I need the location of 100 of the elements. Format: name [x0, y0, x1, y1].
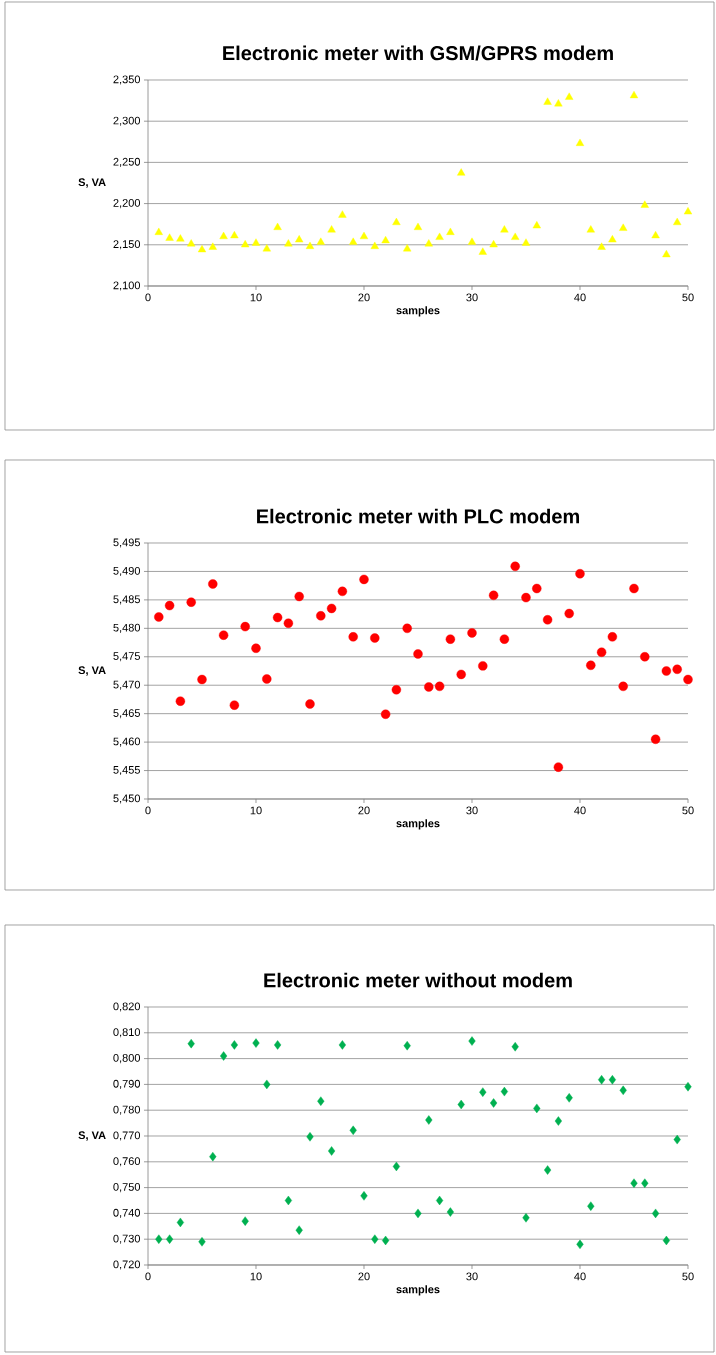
point — [338, 1040, 346, 1050]
point — [661, 666, 672, 676]
point — [608, 235, 617, 243]
point — [306, 1132, 314, 1142]
point — [457, 1099, 465, 1110]
y-tick-label: 2,100 — [113, 281, 141, 291]
point — [208, 242, 217, 250]
point — [543, 97, 552, 105]
point — [380, 709, 391, 719]
x-tick-label: 50 — [682, 806, 694, 815]
y-axis-title: S, VA — [78, 178, 106, 188]
y-tick-label: 0,790 — [113, 1079, 141, 1089]
point — [187, 239, 196, 247]
point — [618, 681, 628, 692]
point — [165, 233, 174, 241]
point — [640, 200, 649, 208]
x-tick-label: 20 — [358, 293, 370, 302]
point — [295, 235, 304, 243]
point — [284, 1195, 292, 1206]
point — [402, 623, 412, 634]
point — [467, 628, 477, 638]
point — [457, 168, 466, 176]
y-tick-label: 0,770 — [113, 1131, 141, 1141]
x-axis-title: samples — [396, 306, 440, 317]
point — [230, 231, 239, 239]
y-tick-label: 2,300 — [113, 116, 141, 126]
point — [436, 1195, 444, 1206]
x-tick-label: 30 — [466, 806, 478, 815]
point — [413, 222, 423, 230]
point — [284, 239, 293, 247]
point — [166, 1234, 174, 1244]
point — [684, 1082, 692, 1092]
point — [175, 696, 186, 706]
point — [587, 1201, 595, 1211]
point — [597, 242, 606, 250]
y-tick-label: 5,475 — [113, 652, 140, 662]
point — [348, 632, 358, 642]
point — [641, 1178, 649, 1188]
y-tick-label: 0,760 — [113, 1157, 141, 1167]
x-axis-title: samples — [396, 819, 440, 830]
point — [371, 1234, 379, 1244]
point — [154, 612, 164, 622]
point — [381, 235, 390, 244]
point — [155, 1234, 163, 1244]
point — [382, 1235, 390, 1246]
point — [283, 618, 294, 628]
point — [564, 608, 574, 619]
point — [662, 1235, 670, 1246]
point — [251, 238, 261, 246]
x-tick-label: 30 — [466, 293, 478, 302]
point — [446, 1207, 454, 1217]
point — [565, 1093, 573, 1103]
point — [219, 231, 228, 239]
point — [414, 1208, 422, 1219]
point — [445, 634, 456, 644]
y-tick-label: 2,350 — [113, 75, 141, 85]
point — [478, 661, 488, 671]
point — [295, 1225, 303, 1235]
point — [630, 1178, 638, 1188]
x-tick-label: 0 — [145, 293, 151, 302]
point — [510, 561, 520, 572]
point — [370, 241, 379, 249]
point — [586, 225, 595, 233]
point — [490, 1098, 498, 1108]
point — [553, 762, 564, 772]
x-tick-label: 0 — [145, 1272, 151, 1281]
y-tick-label: 5,455 — [113, 766, 140, 776]
y-tick-label: 5,470 — [113, 680, 141, 690]
point — [241, 240, 250, 248]
point — [489, 240, 498, 248]
point — [435, 232, 444, 240]
point — [565, 92, 574, 100]
point — [220, 1051, 228, 1061]
y-tick-label: 5,485 — [113, 595, 140, 605]
point — [403, 1040, 411, 1051]
point — [673, 217, 682, 225]
point — [542, 615, 553, 625]
point — [349, 237, 358, 245]
y-tick-label: 0,740 — [113, 1208, 141, 1218]
point — [640, 652, 650, 662]
chart-title: Electronic meter with PLC modem — [257, 508, 580, 524]
point — [198, 1237, 206, 1247]
y-tick-label: 5,480 — [113, 623, 141, 633]
point — [273, 222, 282, 230]
point — [328, 1146, 336, 1156]
point — [532, 583, 542, 594]
point — [425, 1115, 433, 1125]
point — [434, 681, 445, 692]
point — [500, 1086, 508, 1097]
point — [499, 634, 510, 644]
point — [316, 611, 326, 621]
point — [522, 1213, 530, 1223]
x-tick-label: 10 — [250, 806, 262, 815]
point — [326, 603, 337, 614]
point — [241, 1216, 249, 1226]
point — [337, 586, 348, 597]
point — [413, 649, 423, 659]
y-tick-label: 5,460 — [113, 737, 141, 747]
y-tick-label: 5,495 — [113, 538, 140, 548]
x-axis-title: samples — [396, 1285, 440, 1296]
